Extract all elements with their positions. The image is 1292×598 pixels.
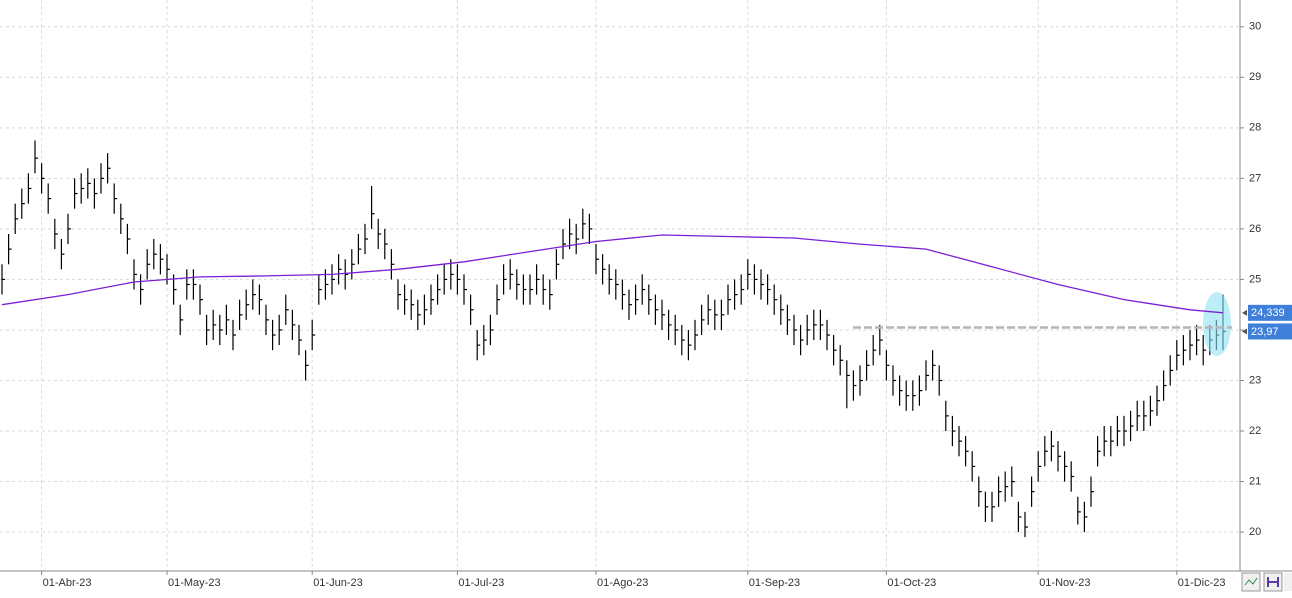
highlight: [1203, 292, 1231, 356]
value-tag: [1248, 304, 1292, 321]
y-tick-label: 27: [1249, 172, 1261, 184]
tool-icon-glyph: [1267, 577, 1279, 587]
y-tick-label: 29: [1249, 71, 1261, 83]
tool-icon[interactable]: [1284, 573, 1292, 591]
grid: 202122232425262728293001-Abr-2301-May-23…: [0, 0, 1261, 589]
x-tick-label: 01-Jun-23: [313, 577, 363, 589]
y-tick-label: 26: [1249, 223, 1261, 235]
value-arrow: [1242, 309, 1247, 316]
value-arrow: [1242, 328, 1247, 335]
x-tick-label: 01-Abr-23: [43, 577, 92, 589]
y-tick-label: 22: [1249, 425, 1261, 437]
x-tick-label: 01-May-23: [168, 577, 221, 589]
y-tick-label: 20: [1249, 526, 1261, 538]
value-tag: [1248, 323, 1292, 340]
tool-icon-glyph: [1244, 577, 1258, 586]
value-tag-label: 23,97: [1251, 326, 1279, 338]
y-tick-label: 28: [1249, 122, 1261, 134]
x-tick-label: 01-Sep-23: [749, 577, 800, 589]
overlay: 24,339 23,97: [1, 234, 1292, 340]
x-tick-label: 01-Dic-23: [1178, 577, 1226, 589]
value-tag-label: 24,339: [1251, 307, 1285, 319]
moving-average-line: [1, 234, 1224, 314]
y-tick-label: 30: [1249, 21, 1261, 33]
marks: [1, 140, 1226, 538]
x-tick-label: 01-Ago-23: [597, 577, 648, 589]
x-tick-label: 01-Oct-23: [887, 577, 936, 589]
y-tick-label: 23: [1249, 374, 1261, 386]
y-tick-label: 21: [1249, 475, 1261, 487]
y-tick-label: 25: [1249, 273, 1261, 285]
x-tick-label: 01-Jul-23: [458, 577, 504, 589]
x-tick-label: 01-Nov-23: [1039, 577, 1090, 589]
